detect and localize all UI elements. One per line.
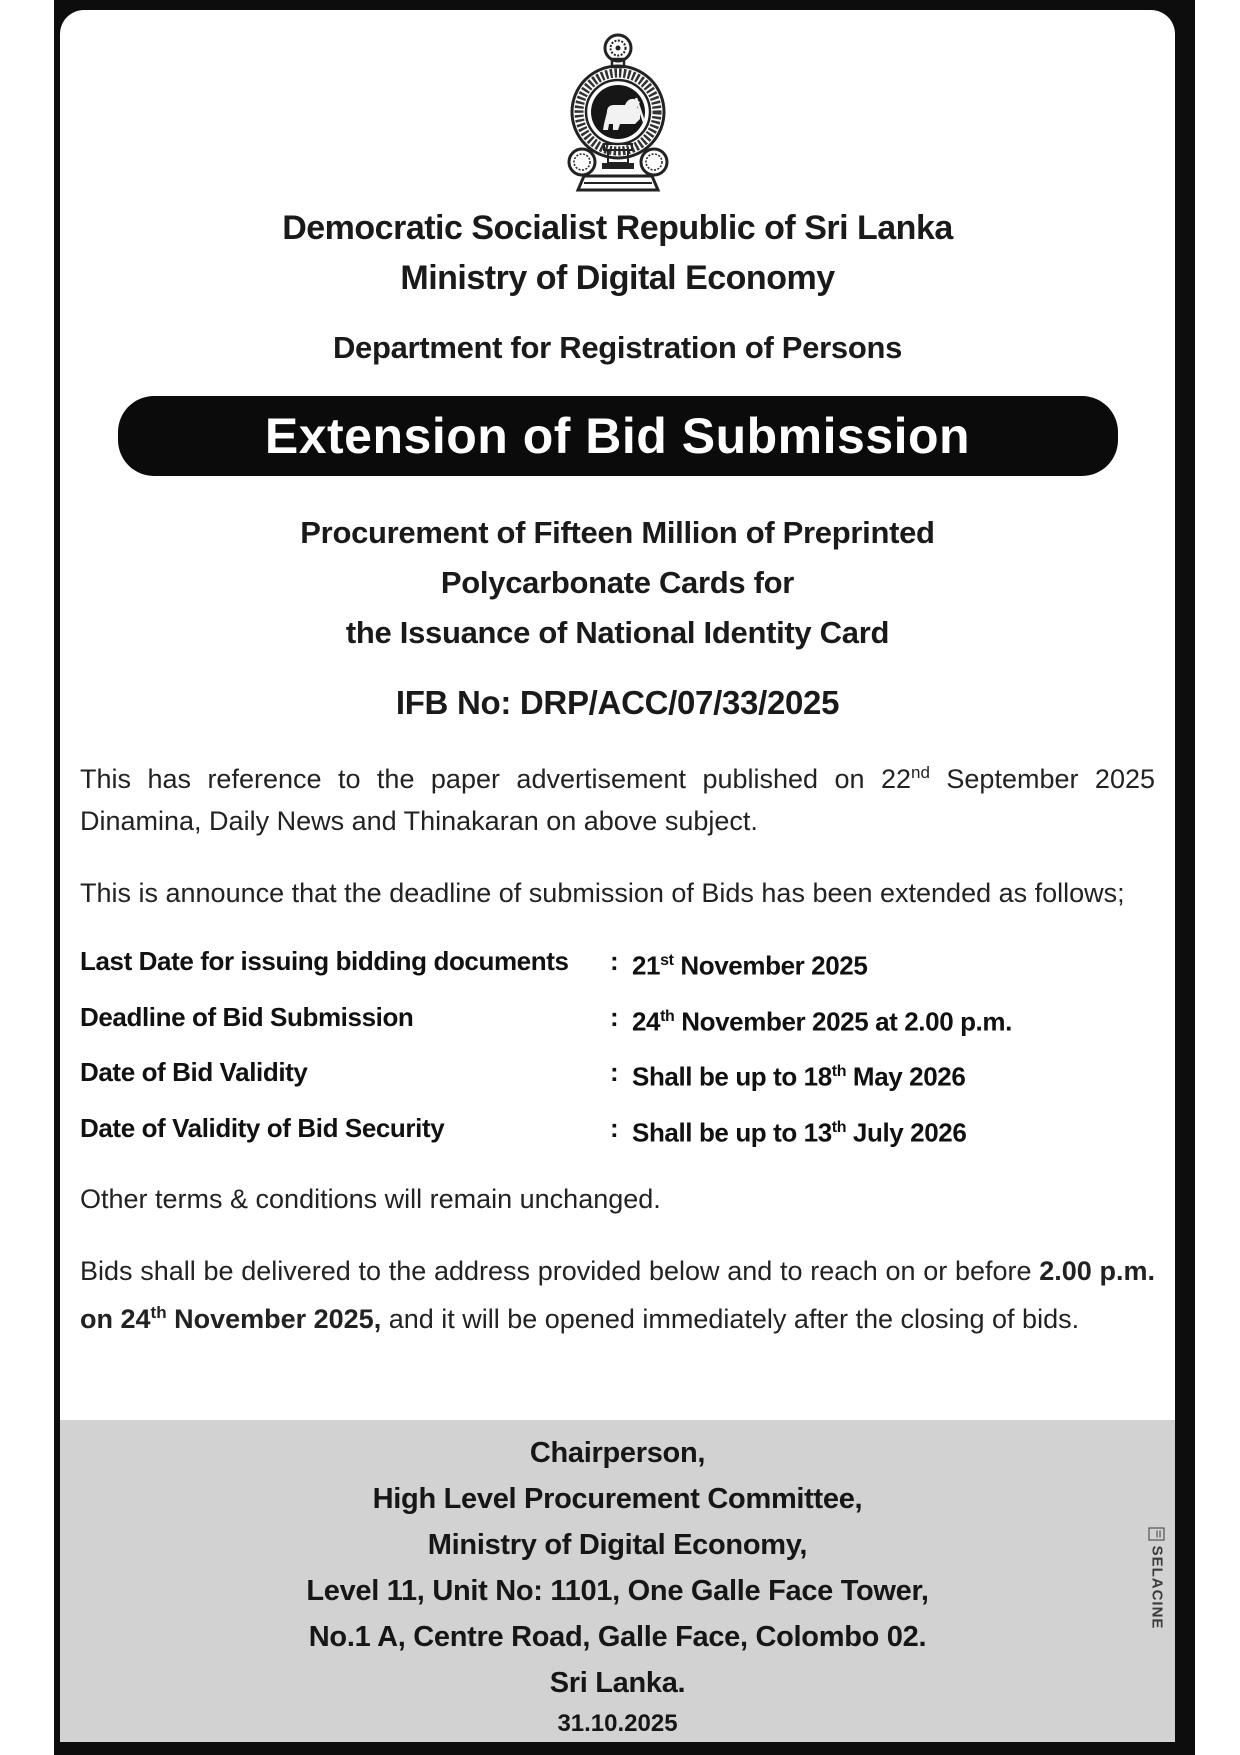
ifb-number: IFB No: DRP/ACC/07/33/2025 xyxy=(395,684,840,721)
paragraph-terms: Other terms & conditions will remain unc… xyxy=(80,1183,661,1214)
reference-text-cont: September 2025 Dinamina, Daily News and … xyxy=(80,764,1155,836)
notice-border-frame: Democratic Socialist Republic of Sri Lan… xyxy=(54,0,1195,1755)
table-row: Date of Validity of Bid Security : Shall… xyxy=(80,1113,1155,1148)
delivery-text-cont: and it will be opened immediately after … xyxy=(381,1303,1080,1334)
paragraph-announce: This is announce that the deadline of su… xyxy=(80,878,1125,908)
row-label: Deadline of Bid Submission xyxy=(80,1001,414,1032)
reference-ordinal: nd xyxy=(911,763,930,782)
footer-ministry: Ministry of Digital Economy, xyxy=(427,1529,808,1561)
delivery-ordinal: th xyxy=(150,1302,167,1322)
table-row: Deadline of Bid Submission : 24th Novemb… xyxy=(80,1002,1155,1037)
procurement-subject: Procurement of Fifteen Million of Prepri… xyxy=(80,508,1155,658)
country-title: Democratic Socialist Republic of Sri Lan… xyxy=(282,209,953,247)
value-ordinal: st xyxy=(660,952,674,969)
delivery-deadline-bold-cont: November 2025, xyxy=(166,1303,382,1334)
publisher-watermark: SELACINE xyxy=(1149,1499,1166,1659)
row-value: 24th November 2025 at 2.00 p.m. xyxy=(632,1002,1155,1037)
address-footer: Chairperson, High Level Procurement Comm… xyxy=(60,1420,1175,1742)
value-text: 24 xyxy=(632,1006,661,1037)
row-value: Shall be up to 18th May 2026 xyxy=(632,1057,1155,1092)
row-label: Date of Bid Validity xyxy=(80,1057,308,1088)
subject-line-2: Polycarbonate Cards for xyxy=(440,565,795,600)
value-ordinal: th xyxy=(831,1063,847,1081)
value-ordinal: th xyxy=(831,1118,847,1136)
notice-banner-title: Extension of Bid Submission xyxy=(117,396,1118,476)
footer-committee: High Level Procurement Committee, xyxy=(372,1483,863,1515)
row-colon: : xyxy=(610,1057,619,1088)
table-row: Last Date for issuing bidding documents … xyxy=(80,946,1155,981)
row-colon: : xyxy=(610,1001,619,1032)
notice-date: 31.10.2025 xyxy=(557,1710,678,1737)
value-text: Shall be up to 18 xyxy=(632,1061,832,1092)
row-label: Last Date for issuing bidding documents xyxy=(80,946,569,976)
value-text-cont: November 2025 xyxy=(673,950,868,981)
footer-chairperson: Chairperson, xyxy=(529,1437,706,1469)
row-colon: : xyxy=(610,946,619,976)
ministry-title: Ministry of Digital Economy xyxy=(400,259,835,297)
selacine-logo-icon xyxy=(1149,1527,1165,1541)
value-text-cont: November 2025 at 2.00 p.m. xyxy=(674,1006,1012,1037)
footer-address-2: No.1 A, Centre Road, Galle Face, Colombo… xyxy=(308,1621,927,1653)
subject-line-1: Procurement of Fifteen Million of Prepri… xyxy=(300,515,935,550)
value-text: Shall be up to 13 xyxy=(632,1117,832,1148)
row-colon: : xyxy=(610,1112,619,1143)
reference-text: This has reference to the paper advertis… xyxy=(80,764,912,794)
row-value: Shall be up to 13th July 2026 xyxy=(632,1113,1155,1148)
footer-address-1: Level 11, Unit No: 1101, One Galle Face … xyxy=(306,1575,929,1607)
sri-lanka-emblem-icon xyxy=(562,32,674,194)
value-text: 21 xyxy=(632,950,661,981)
publisher-name: SELACINE xyxy=(1148,1545,1166,1630)
notice-page: Democratic Socialist Republic of Sri Lan… xyxy=(60,10,1175,1742)
table-row: Date of Bid Validity : Shall be up to 18… xyxy=(80,1057,1155,1092)
value-ordinal: th xyxy=(660,1007,675,1025)
value-text-cont: July 2026 xyxy=(846,1117,967,1148)
paragraph-reference: This has reference to the paper advertis… xyxy=(80,752,1155,842)
bid-schedule-table: Last Date for issuing bidding documents … xyxy=(80,946,1155,1148)
row-label: Date of Validity of Bid Security xyxy=(80,1112,445,1143)
delivery-deadline-bold: 2.00 p.m. on 24 xyxy=(80,1255,1155,1334)
paragraph-delivery: Bids shall be delivered to the address p… xyxy=(80,1250,1155,1340)
value-text-cont: May 2026 xyxy=(846,1061,966,1092)
subject-line-3: the Issuance of National Identity Card xyxy=(345,615,890,650)
delivery-text: Bids shall be delivered to the address p… xyxy=(80,1255,1040,1286)
department-title: Department for Registration of Persons xyxy=(332,330,903,365)
row-value: 21st November 2025 xyxy=(632,946,1155,981)
footer-country: Sri Lanka. xyxy=(549,1667,686,1699)
